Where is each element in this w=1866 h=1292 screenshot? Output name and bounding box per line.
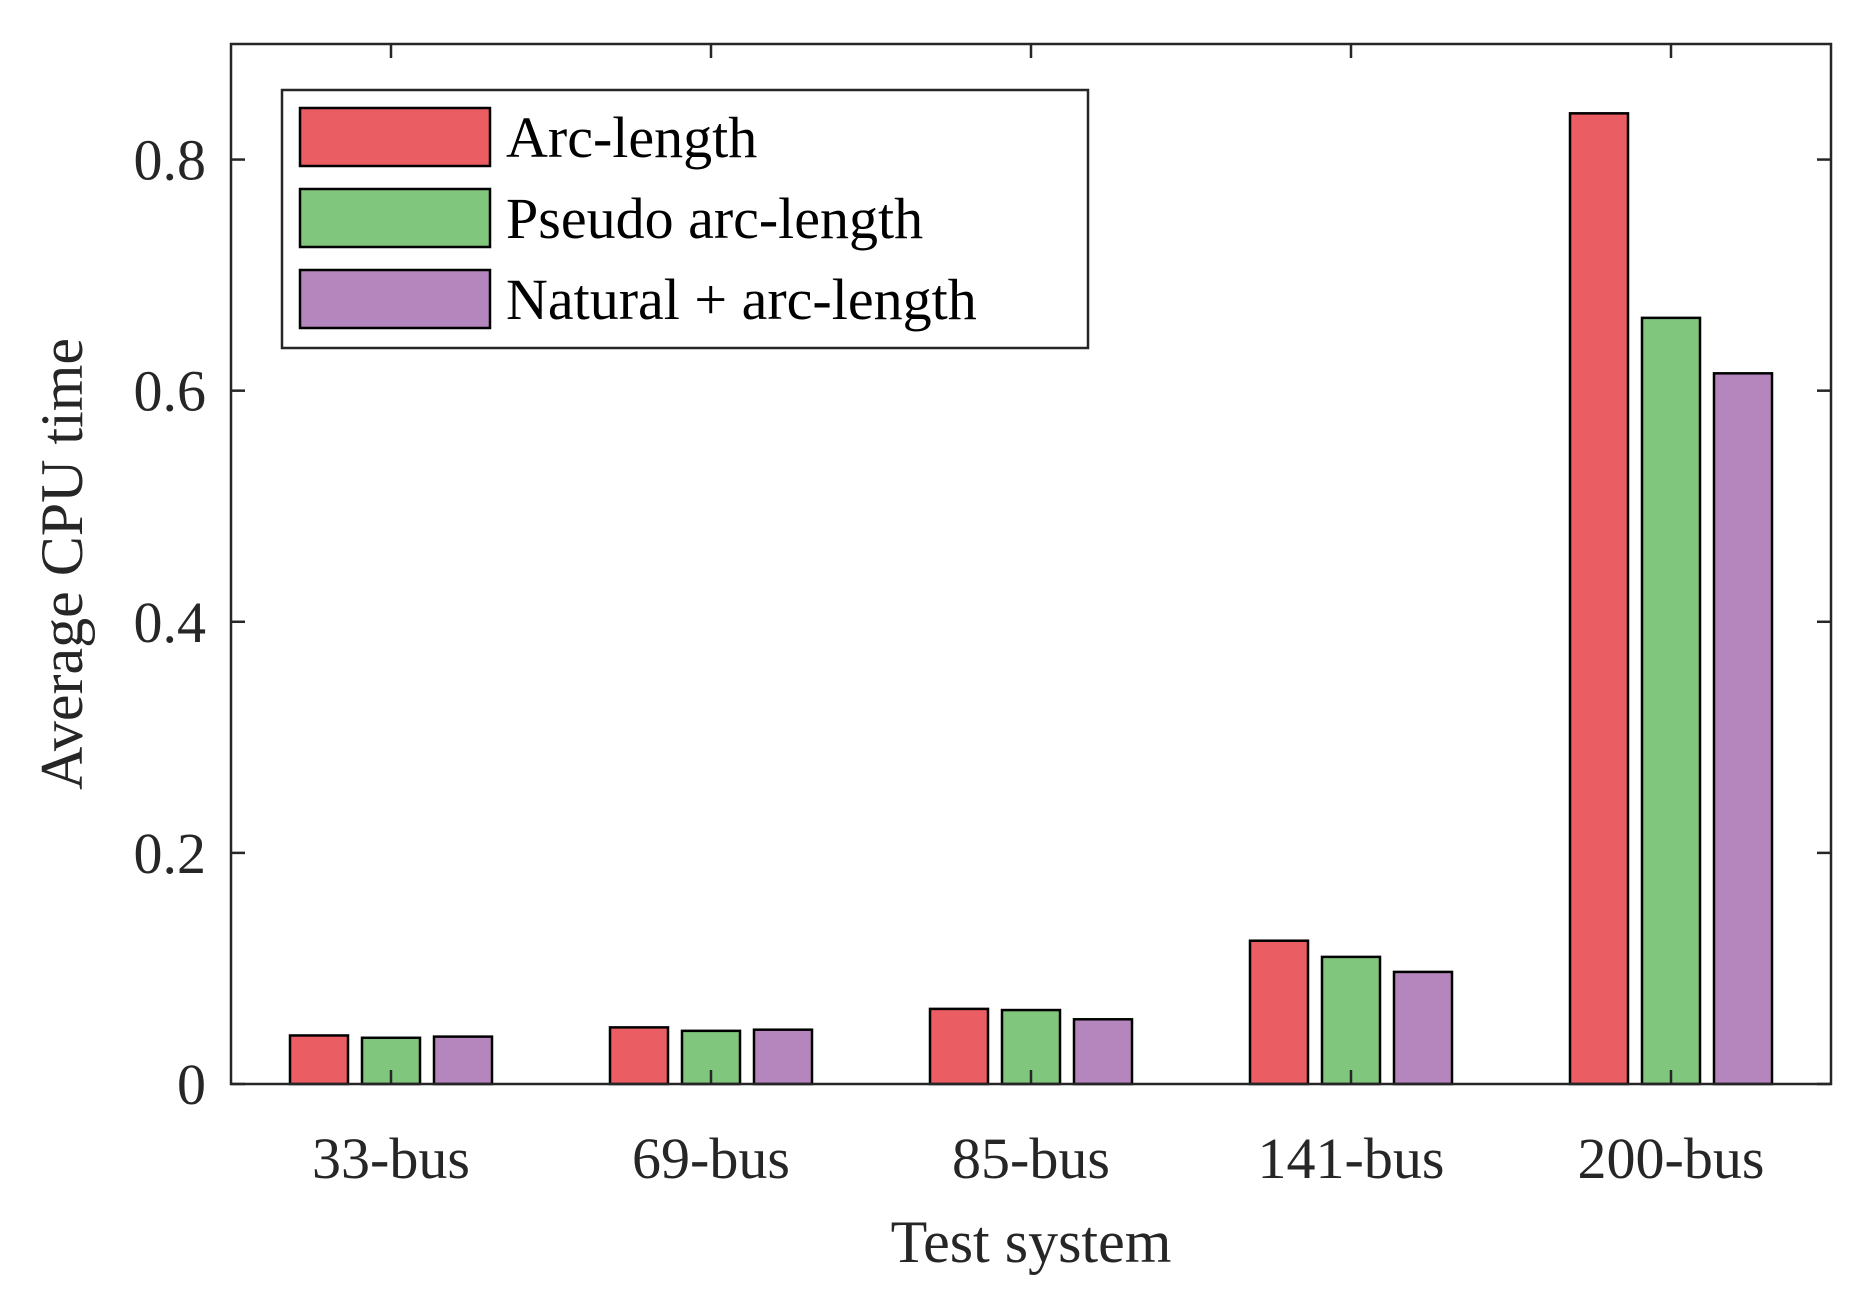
bar-200-bus-arc-length <box>1568 112 1630 1086</box>
x-tick-label: 141-bus <box>1258 1126 1445 1191</box>
bar-141-bus-natural-arc-length <box>1392 970 1454 1086</box>
bar-141-bus-pseudo-arc-length <box>1320 955 1382 1086</box>
plot-area-frame <box>229 42 1833 1086</box>
legend-label: Natural + arc-length <box>506 267 977 332</box>
x-tick-label: 69-bus <box>632 1126 790 1191</box>
legend: Arc-length Pseudo arc-length Natural + arc… <box>280 88 1090 350</box>
bar-85-bus-arc-length <box>928 1007 990 1086</box>
legend-label: Pseudo arc-length <box>506 186 923 251</box>
bars-group <box>288 112 1774 1086</box>
x-tick-label: 200-bus <box>1578 1126 1765 1191</box>
x-tick-label: 33-bus <box>312 1126 470 1191</box>
y-tick-label: 0.2 <box>134 821 207 886</box>
y-tick-label: 0.6 <box>134 359 207 424</box>
bar-200-bus-pseudo-arc-length <box>1640 316 1702 1086</box>
bar-69-bus-arc-length <box>608 1026 670 1086</box>
y-tick-label: 0.8 <box>134 128 207 193</box>
bar-33-bus-arc-length <box>288 1034 350 1086</box>
ticks-group <box>231 44 1831 1086</box>
bar-141-bus-arc-length <box>1248 939 1310 1086</box>
y-tick-label: 0.4 <box>134 590 207 655</box>
x-axis-title: Test system <box>891 1209 1172 1275</box>
x-tick-label: 85-bus <box>952 1126 1110 1191</box>
legend-swatch <box>298 106 492 168</box>
bar-69-bus-natural-arc-length <box>752 1028 814 1086</box>
y-axis-title: Average CPU time <box>29 338 95 790</box>
legend-swatch <box>298 187 492 249</box>
bar-85-bus-natural-arc-length <box>1072 1018 1134 1086</box>
y-tick-label: 0 <box>177 1052 206 1117</box>
legend-label: Arc-length <box>506 105 757 170</box>
tick-labels-group: 33-bus 69-bus 85-bus 141-bus 200-bus 0 0.2 0.4 0… <box>134 128 1765 1191</box>
legend-swatch <box>298 268 492 330</box>
bar-200-bus-natural-arc-length <box>1712 372 1774 1086</box>
bar-33-bus-natural-arc-length <box>432 1035 494 1086</box>
